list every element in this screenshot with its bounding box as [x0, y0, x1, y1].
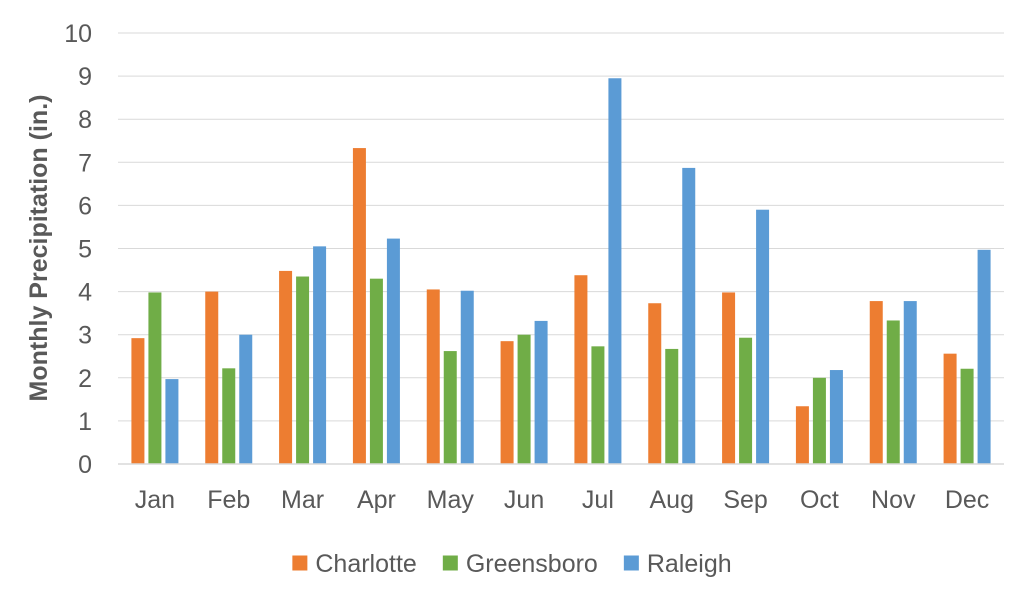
x-tick-label: Apr	[357, 486, 396, 514]
bar-greensboro-nov	[886, 320, 900, 464]
bars	[131, 78, 991, 464]
y-tick-label: 10	[64, 20, 92, 48]
legend-swatch	[292, 555, 308, 571]
bar-greensboro-oct	[812, 377, 826, 464]
bar-raleigh-apr	[386, 238, 400, 464]
bar-charlotte-aug	[648, 303, 662, 464]
legend-swatch	[442, 555, 458, 571]
bar-greensboro-dec	[960, 368, 974, 464]
y-tick-label: 2	[78, 365, 92, 393]
bar-raleigh-jun	[534, 320, 548, 464]
bar-greensboro-jul	[591, 346, 605, 464]
bar-charlotte-jun	[500, 341, 514, 464]
bar-charlotte-sep	[722, 292, 736, 464]
bar-raleigh-may	[460, 290, 474, 464]
x-tick-label: Oct	[800, 486, 839, 514]
legend-item-charlotte: Charlotte	[292, 550, 417, 578]
y-tick-label: 4	[78, 279, 92, 307]
bar-charlotte-may	[426, 289, 440, 464]
x-tick-label: May	[427, 486, 475, 514]
x-tick-label: Sep	[723, 486, 767, 514]
axes: 0 1 2 3 4 5 6 7 8 9 10 Jan Feb Mar Apr May Jun Jul Aug Sep O…	[64, 20, 1004, 514]
bar-greensboro-sep	[739, 337, 753, 464]
bar-charlotte-oct	[795, 406, 809, 464]
y-tick-label: 5	[78, 236, 92, 264]
legend-swatch	[623, 555, 639, 571]
bar-raleigh-dec	[977, 249, 991, 464]
y-tick-label: 8	[78, 106, 92, 134]
bar-raleigh-oct	[829, 370, 843, 464]
bar-greensboro-mar	[296, 276, 310, 464]
bar-charlotte-dec	[943, 353, 957, 464]
bar-greensboro-jan	[148, 292, 162, 464]
bar-greensboro-aug	[665, 348, 679, 464]
y-tick-label: 0	[78, 451, 92, 479]
bar-charlotte-feb	[205, 291, 219, 464]
x-tick-label: Mar	[281, 486, 324, 514]
bar-raleigh-nov	[903, 301, 917, 464]
y-tick-label: 6	[78, 192, 92, 220]
bar-raleigh-mar	[313, 246, 327, 464]
x-tick-label: Jul	[582, 486, 614, 514]
y-tick-label: 3	[78, 322, 92, 350]
gridlines	[118, 32, 1004, 422]
y-tick-label: 1	[78, 408, 92, 436]
x-tick-label: Dec	[945, 486, 989, 514]
x-tick-label: Nov	[871, 486, 916, 514]
bar-raleigh-sep	[756, 209, 770, 464]
bar-greensboro-jun	[517, 334, 531, 464]
y-tick-label: 9	[78, 63, 92, 91]
bar-charlotte-apr	[352, 148, 366, 464]
legend-label: Raleigh	[647, 550, 732, 578]
bar-charlotte-nov	[869, 301, 883, 464]
x-tick-label: Jan	[135, 486, 175, 514]
bar-raleigh-feb	[239, 334, 253, 464]
legend-item-raleigh: Raleigh	[623, 550, 732, 578]
bar-charlotte-jul	[574, 275, 588, 464]
bar-greensboro-apr	[369, 278, 383, 464]
legend-label: Greensboro	[466, 550, 598, 578]
x-tick-label: Aug	[650, 486, 694, 514]
bar-charlotte-jan	[131, 338, 145, 464]
bar-raleigh-jul	[608, 78, 622, 464]
x-tick-label: Feb	[207, 486, 250, 514]
bar-raleigh-jan	[165, 379, 179, 464]
legend-label: Charlotte	[315, 550, 416, 578]
legend: Charlotte Greensboro Raleigh	[292, 550, 732, 578]
legend-item-greensboro: Greensboro	[442, 550, 598, 578]
bar-greensboro-may	[443, 351, 457, 464]
y-axis-label: Monthly Precipitation (in.)	[25, 95, 53, 402]
bar-charlotte-mar	[279, 270, 293, 464]
x-tick-label: Jun	[504, 486, 544, 514]
bar-raleigh-aug	[682, 167, 696, 464]
y-tick-label: 7	[78, 149, 92, 177]
bar-greensboro-feb	[222, 368, 236, 464]
